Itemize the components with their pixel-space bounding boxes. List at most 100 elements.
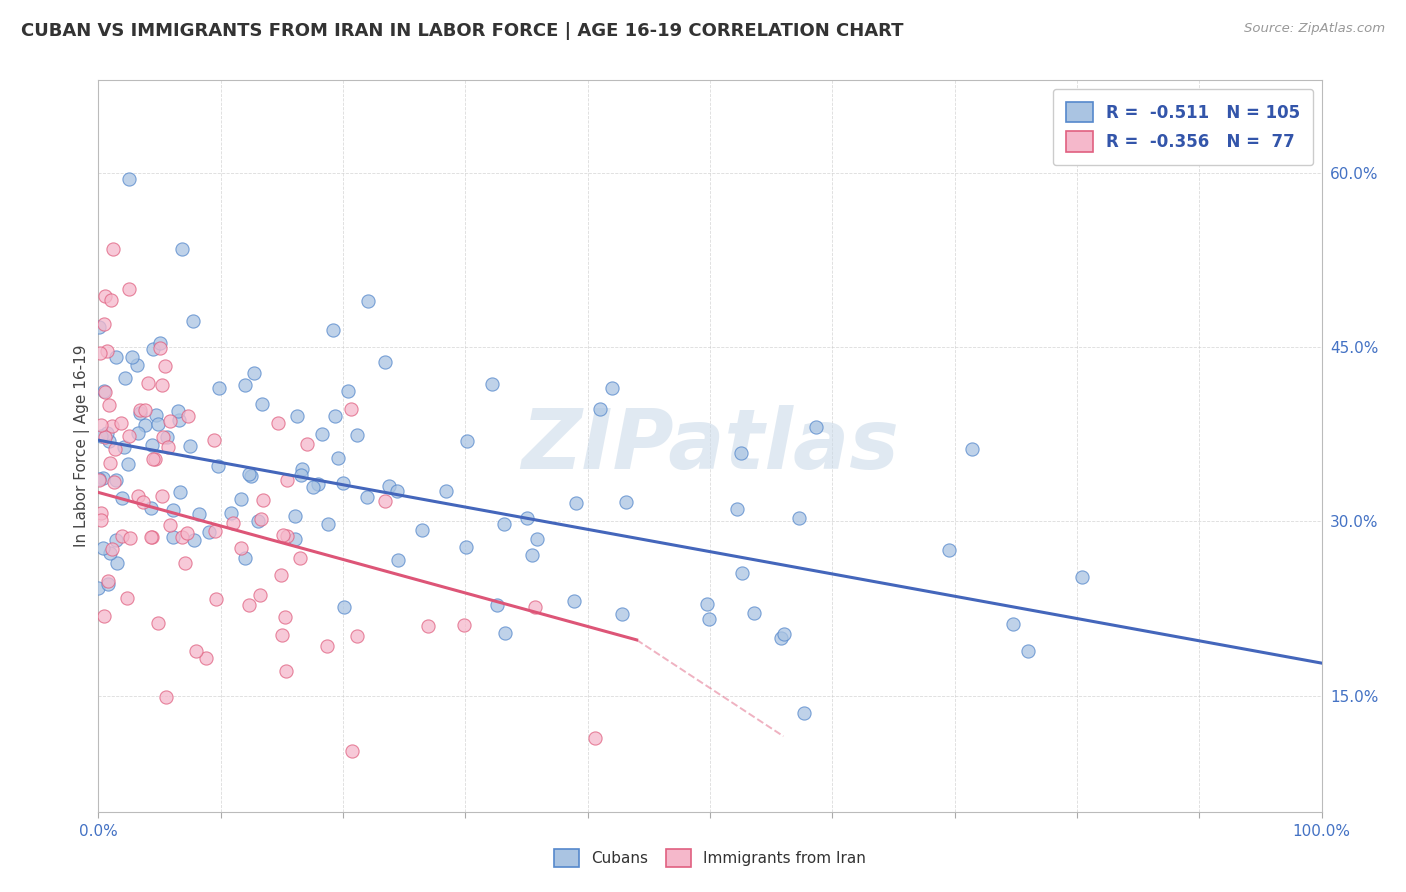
Point: [195, 651, 218, 665]
Point: [183, 533, 205, 547]
Point: [100, 456, 122, 470]
Point: [583, 731, 606, 745]
Point: [89, 473, 111, 487]
Legend: Cubans, Immigrants from Iran: Cubans, Immigrants from Iran: [548, 843, 872, 873]
Point: [162, 503, 184, 517]
Point: [274, 664, 297, 678]
Point: [291, 462, 314, 476]
Point: [141, 438, 163, 452]
Point: [231, 541, 253, 555]
Point: [115, 591, 138, 606]
Point: [104, 350, 127, 364]
Point: [97, 577, 120, 591]
Point: [804, 420, 827, 434]
Point: [564, 594, 586, 608]
Point: [274, 610, 297, 624]
Point: [238, 598, 260, 612]
Point: [174, 556, 197, 570]
Point: [89, 346, 111, 360]
Point: [288, 550, 311, 565]
Point: [101, 242, 124, 256]
Point: [938, 543, 960, 558]
Point: [204, 524, 226, 538]
Point: [167, 413, 190, 427]
Point: [295, 436, 318, 450]
Point: [600, 381, 623, 395]
Point: [307, 477, 329, 491]
Point: [523, 600, 546, 615]
Point: [127, 489, 149, 503]
Point: [89, 319, 111, 334]
Point: [111, 529, 134, 543]
Point: [184, 644, 207, 658]
Point: [356, 490, 378, 504]
Point: [1017, 644, 1039, 658]
Point: [520, 548, 543, 562]
Point: [170, 530, 193, 544]
Point: [150, 489, 173, 503]
Point: [150, 378, 173, 392]
Point: [731, 566, 754, 580]
Point: [346, 427, 368, 442]
Point: [87, 581, 110, 595]
Point: [152, 430, 174, 444]
Point: [271, 628, 294, 642]
Point: [149, 341, 172, 355]
Point: [93, 608, 115, 623]
Point: [589, 402, 612, 417]
Point: [143, 452, 166, 467]
Point: [612, 607, 634, 621]
Point: [170, 242, 193, 256]
Point: [202, 433, 225, 447]
Point: [97, 398, 120, 412]
Point: [323, 409, 346, 423]
Point: [149, 336, 172, 351]
Point: [117, 458, 139, 472]
Point: [90, 417, 112, 432]
Point: [90, 429, 112, 443]
Point: [112, 440, 135, 454]
Point: [110, 491, 132, 506]
Point: [267, 416, 290, 430]
Point: [411, 524, 433, 538]
Point: [239, 469, 262, 483]
Point: [198, 525, 221, 540]
Point: [169, 485, 191, 500]
Point: [176, 525, 198, 540]
Point: [179, 439, 201, 453]
Point: [159, 414, 181, 428]
Point: [156, 440, 179, 454]
Point: [104, 533, 127, 547]
Point: [90, 513, 112, 527]
Point: [110, 416, 132, 430]
Point: [385, 484, 408, 499]
Point: [155, 690, 177, 704]
Point: [271, 528, 294, 542]
Point: [148, 615, 170, 630]
Point: [730, 445, 752, 459]
Point: [103, 475, 125, 490]
Point: [960, 442, 983, 457]
Point: [156, 430, 179, 444]
Point: [332, 600, 354, 615]
Point: [387, 553, 409, 567]
Point: [221, 506, 243, 520]
Point: [125, 358, 148, 372]
Point: [276, 474, 298, 488]
Point: [769, 632, 792, 646]
Text: ZIPatlas: ZIPatlas: [522, 406, 898, 486]
Point: [146, 417, 169, 432]
Point: [118, 282, 141, 296]
Point: [315, 639, 337, 653]
Point: [96, 344, 118, 359]
Point: [356, 293, 378, 308]
Point: [134, 402, 156, 417]
Point: [494, 626, 516, 640]
Point: [1002, 617, 1025, 632]
Point: [787, 511, 810, 525]
Point: [94, 430, 117, 444]
Point: [249, 588, 271, 602]
Point: [516, 511, 538, 525]
Point: [284, 509, 307, 524]
Point: [285, 409, 308, 423]
